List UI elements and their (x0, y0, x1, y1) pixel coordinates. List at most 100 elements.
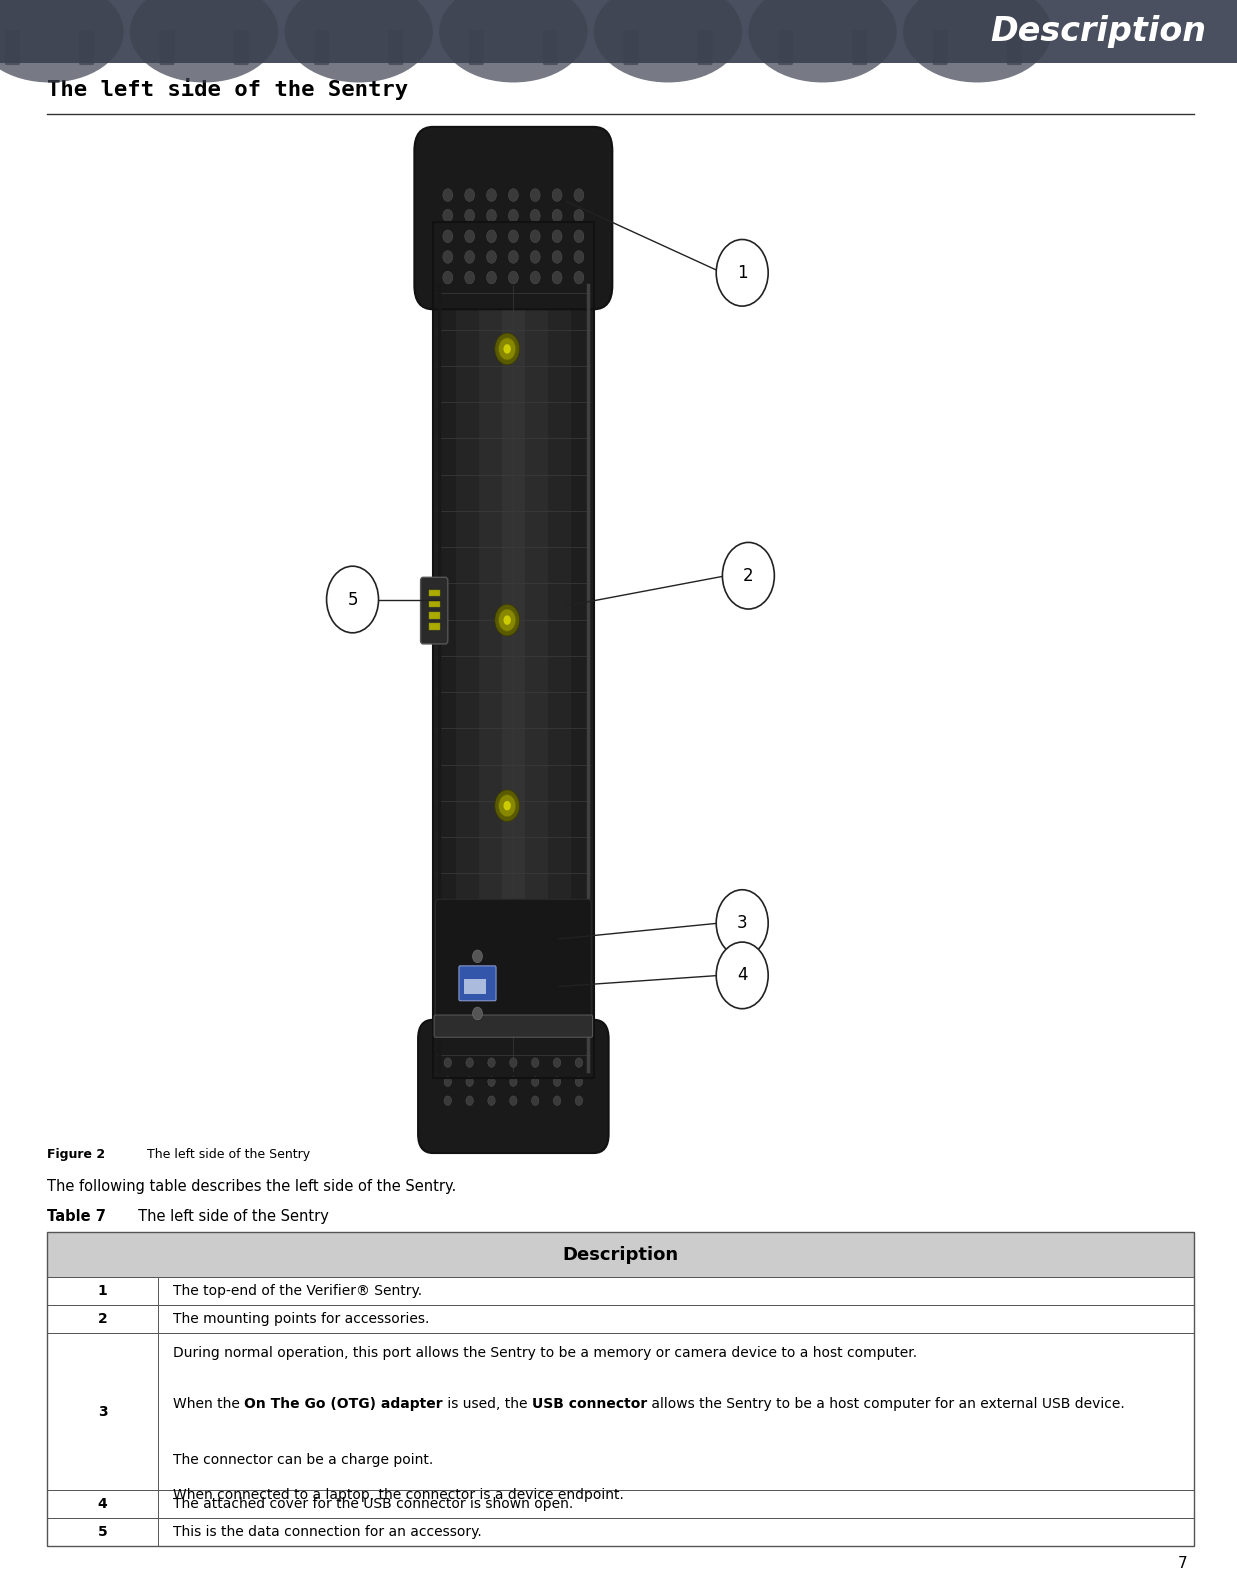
FancyBboxPatch shape (435, 899, 591, 1036)
Circle shape (575, 1058, 583, 1067)
FancyBboxPatch shape (852, 30, 867, 65)
Bar (47, 1334, 1194, 1489)
Bar (47, 1305, 158, 1334)
Circle shape (574, 230, 584, 243)
Text: 1: 1 (98, 1285, 108, 1297)
Circle shape (532, 1058, 539, 1067)
Text: 2: 2 (743, 566, 753, 585)
Circle shape (473, 950, 482, 963)
Text: The attached cover for the USB connector is shown open.: The attached cover for the USB connector… (173, 1497, 574, 1511)
Circle shape (465, 230, 475, 243)
FancyBboxPatch shape (1007, 30, 1022, 65)
FancyBboxPatch shape (5, 30, 20, 65)
Circle shape (327, 566, 379, 633)
Circle shape (466, 1077, 474, 1086)
FancyBboxPatch shape (778, 30, 793, 65)
Bar (429, 612, 440, 619)
FancyBboxPatch shape (79, 30, 94, 65)
FancyBboxPatch shape (234, 30, 249, 65)
Circle shape (487, 1096, 495, 1105)
Circle shape (443, 189, 453, 201)
Circle shape (510, 1058, 517, 1067)
Bar (47, 1305, 1194, 1334)
Text: 4: 4 (737, 966, 747, 985)
Text: 3: 3 (737, 914, 747, 933)
Text: The following table describes the left side of the Sentry.: The following table describes the left s… (47, 1178, 456, 1194)
Text: 3: 3 (98, 1405, 108, 1418)
Circle shape (552, 189, 562, 201)
Circle shape (552, 271, 562, 284)
Bar (47, 1277, 158, 1305)
Bar (47, 1489, 1194, 1518)
Ellipse shape (903, 0, 1051, 82)
Circle shape (503, 615, 511, 625)
Circle shape (575, 1077, 583, 1086)
Circle shape (553, 1096, 560, 1105)
Circle shape (574, 209, 584, 222)
Bar (429, 623, 440, 630)
FancyBboxPatch shape (933, 30, 948, 65)
Bar (47, 1518, 1194, 1546)
Circle shape (574, 271, 584, 284)
Circle shape (444, 1096, 452, 1105)
Circle shape (716, 239, 768, 306)
Circle shape (495, 333, 520, 365)
Text: is used, the: is used, the (443, 1397, 532, 1412)
Bar (47, 1232, 1194, 1277)
Circle shape (716, 942, 768, 1009)
Ellipse shape (439, 0, 588, 82)
Circle shape (499, 609, 516, 631)
Circle shape (465, 271, 475, 284)
Text: 7: 7 (1178, 1556, 1188, 1572)
Circle shape (574, 189, 584, 201)
Text: 5: 5 (98, 1526, 108, 1538)
Circle shape (553, 1058, 560, 1067)
Ellipse shape (748, 0, 897, 82)
Text: 5: 5 (348, 590, 357, 609)
Text: The left side of the Sentry: The left side of the Sentry (127, 1148, 310, 1161)
Bar (47, 1277, 1194, 1305)
Text: The connector can be a charge point.: The connector can be a charge point. (173, 1453, 433, 1467)
FancyBboxPatch shape (469, 30, 484, 65)
Text: Table 7: Table 7 (47, 1209, 106, 1224)
FancyBboxPatch shape (459, 966, 496, 1001)
Circle shape (486, 230, 496, 243)
FancyBboxPatch shape (434, 1015, 593, 1037)
Text: Figure 2: Figure 2 (47, 1148, 105, 1161)
Circle shape (574, 251, 584, 263)
Circle shape (552, 209, 562, 222)
Bar (479, 230, 502, 1071)
Circle shape (465, 251, 475, 263)
Bar (524, 230, 548, 1071)
Bar (47, 1334, 158, 1489)
Circle shape (466, 1058, 474, 1067)
Circle shape (722, 542, 774, 609)
Bar (456, 230, 479, 1071)
Text: 2: 2 (98, 1312, 108, 1326)
Text: When the: When the (173, 1397, 245, 1412)
Circle shape (443, 230, 453, 243)
Text: 4: 4 (98, 1497, 108, 1511)
Bar (464, 979, 486, 994)
Bar (429, 590, 440, 596)
Text: The top-end of the Verifier® Sentry.: The top-end of the Verifier® Sentry. (173, 1285, 422, 1297)
Circle shape (486, 251, 496, 263)
Circle shape (531, 251, 541, 263)
Text: The left side of the Sentry: The left side of the Sentry (115, 1209, 329, 1224)
Circle shape (508, 271, 518, 284)
Bar (548, 230, 570, 1071)
Text: The left side of the Sentry: The left side of the Sentry (47, 78, 408, 100)
Circle shape (575, 1096, 583, 1105)
Text: Description: Description (563, 1245, 678, 1264)
Circle shape (508, 189, 518, 201)
Text: This is the data connection for an accessory.: This is the data connection for an acces… (173, 1526, 482, 1538)
Ellipse shape (0, 0, 124, 82)
Ellipse shape (594, 0, 742, 82)
FancyBboxPatch shape (160, 30, 174, 65)
Bar (47, 1518, 158, 1546)
Bar (433, 230, 456, 1071)
FancyBboxPatch shape (418, 1020, 609, 1153)
Text: 1: 1 (737, 263, 747, 282)
Circle shape (444, 1058, 452, 1067)
Text: USB connector: USB connector (532, 1397, 647, 1412)
